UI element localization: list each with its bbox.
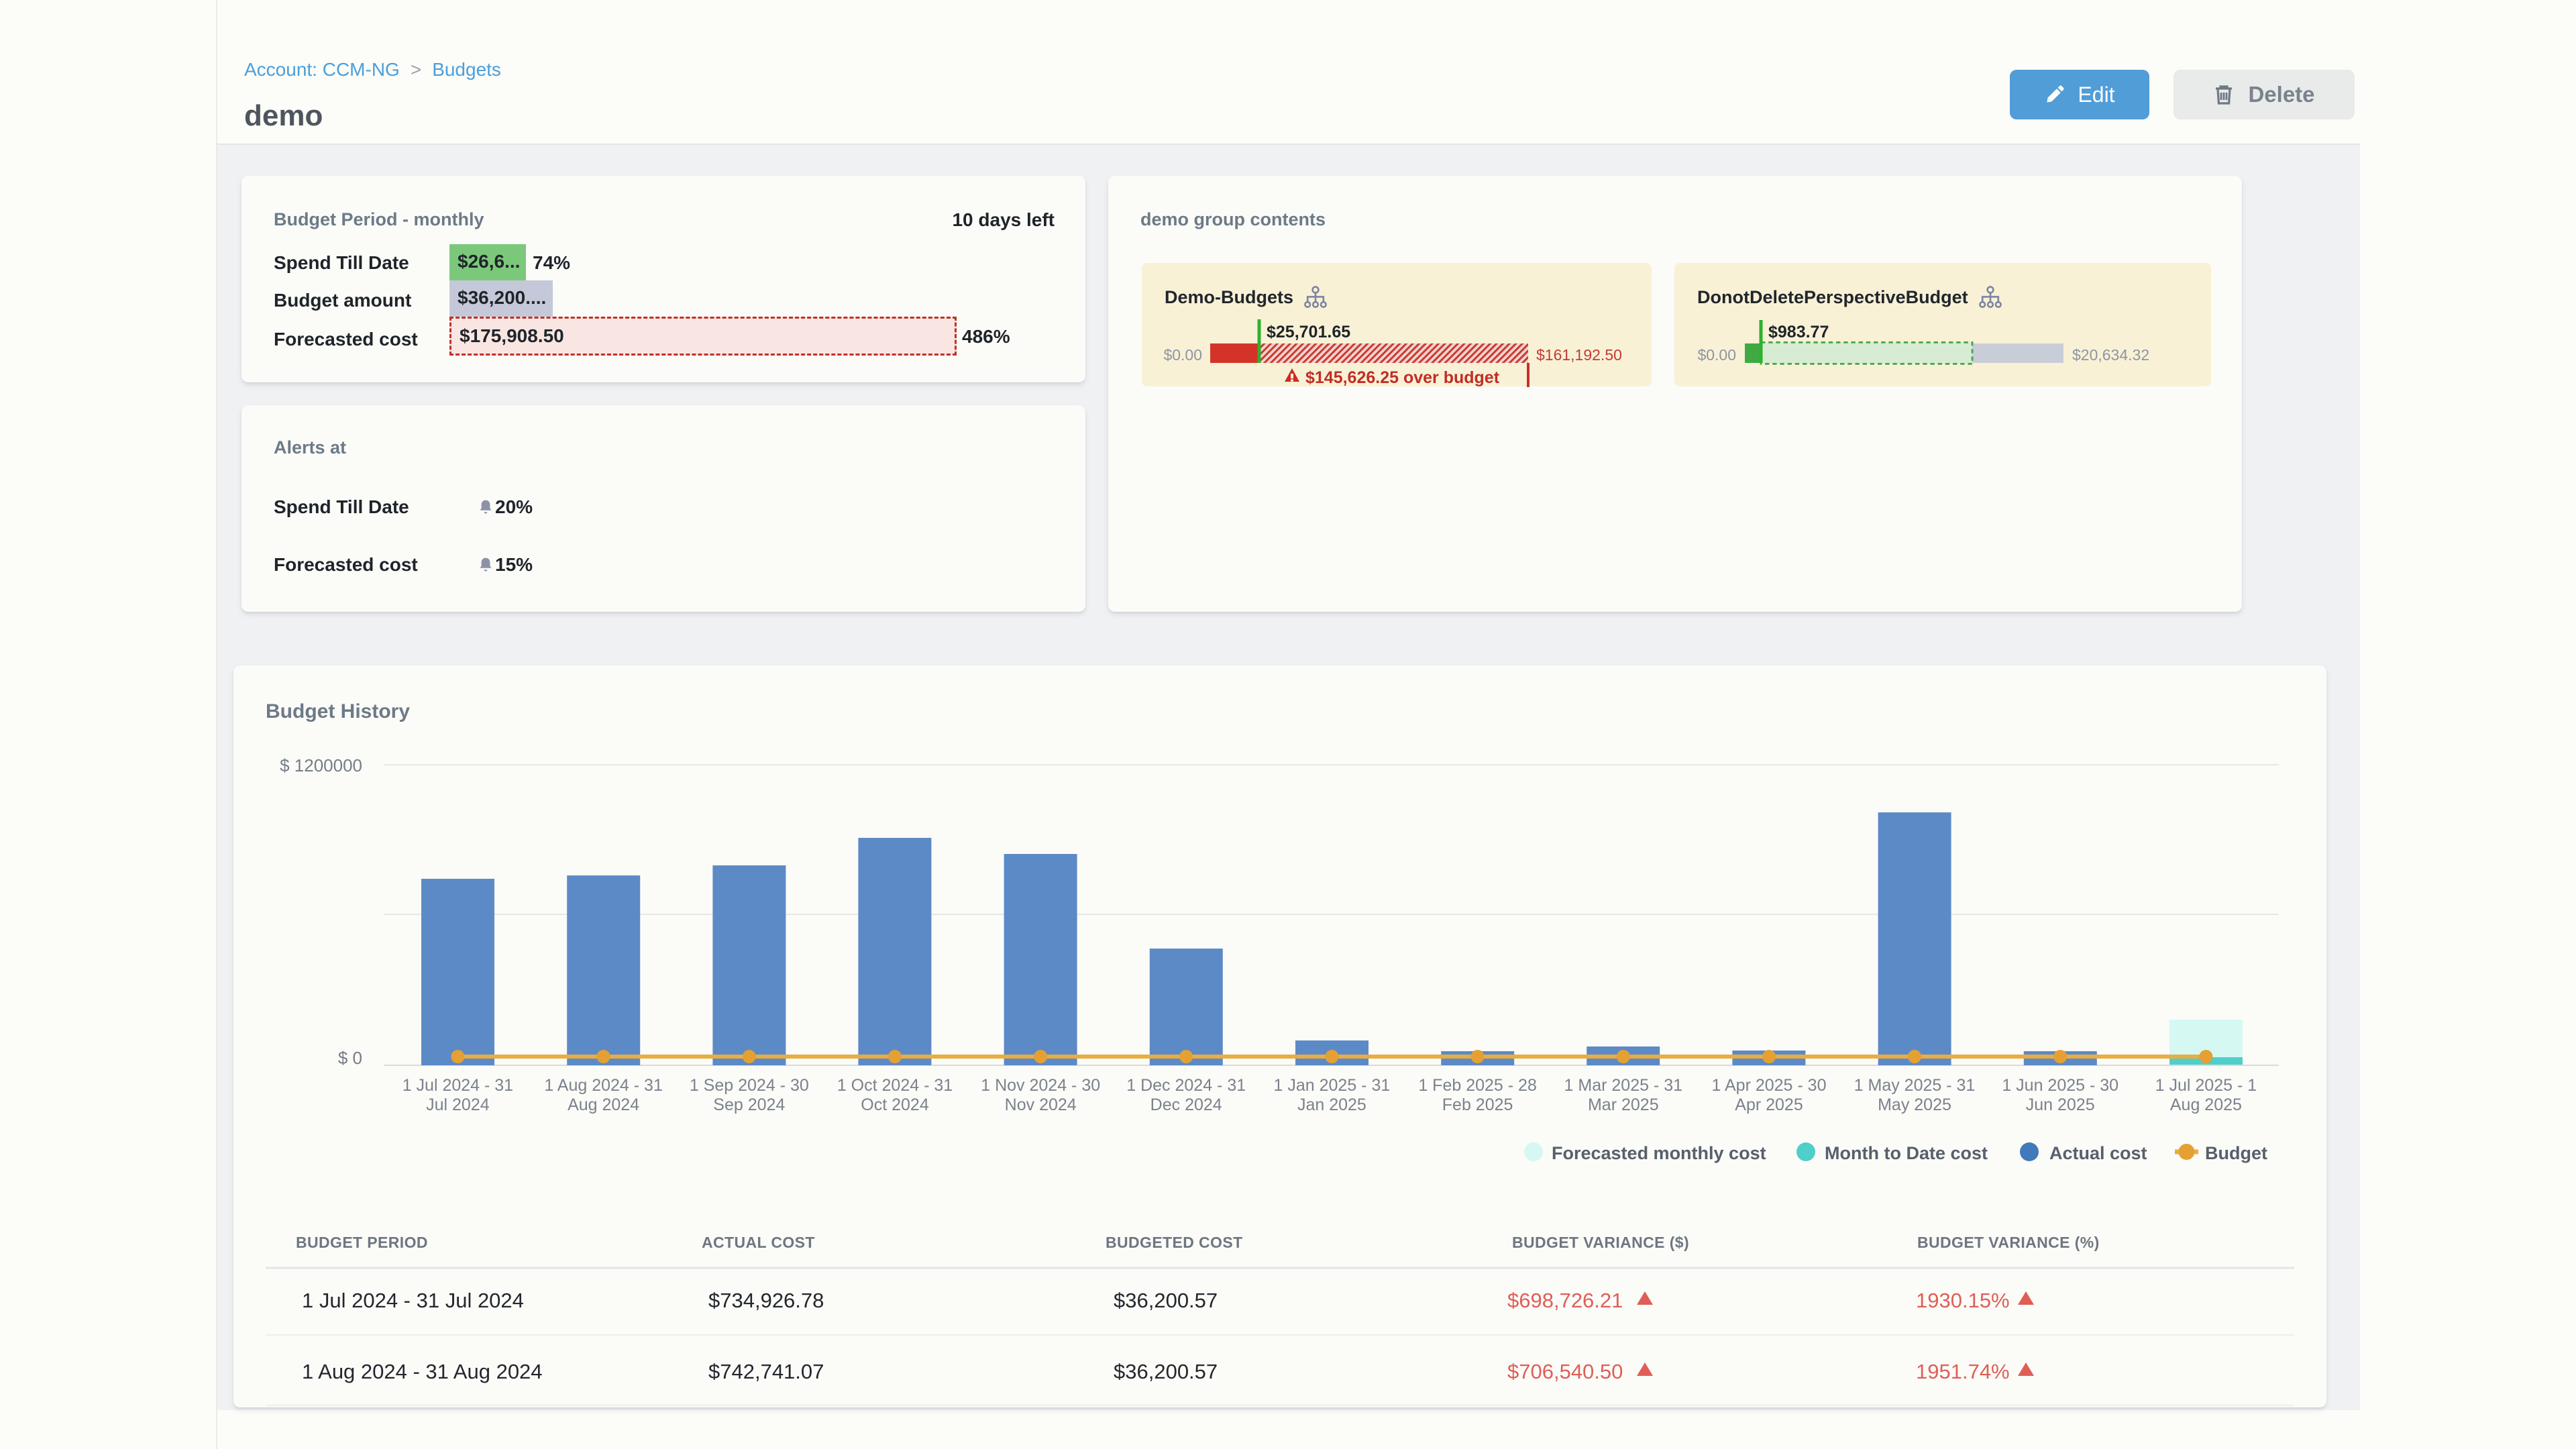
svg-text:$36,200.57: $36,200.57 — [1114, 1360, 1218, 1383]
svg-text:Actual cost: Actual cost — [2049, 1143, 2147, 1163]
svg-text:Jun 2025: Jun 2025 — [2026, 1095, 2095, 1114]
svg-text:1 Mar 2025 - 31: 1 Mar 2025 - 31 — [1564, 1076, 1683, 1095]
svg-text:Budget: Budget — [2205, 1143, 2267, 1163]
svg-text:$20,634.32: $20,634.32 — [2072, 346, 2149, 364]
svg-text:BUDGET VARIANCE (%): BUDGET VARIANCE (%) — [1917, 1234, 2100, 1251]
svg-text:1 Jul 2024 - 31: 1 Jul 2024 - 31 — [402, 1076, 513, 1095]
svg-text:Oct 2024: Oct 2024 — [861, 1095, 929, 1114]
svg-text:BUDGET VARIANCE ($): BUDGET VARIANCE ($) — [1512, 1234, 1689, 1251]
svg-text:Month to Date cost: Month to Date cost — [1825, 1143, 1988, 1163]
svg-text:$734,926.78: $734,926.78 — [708, 1289, 824, 1312]
svg-text:$0.00: $0.00 — [1163, 346, 1202, 364]
svg-text:$742,741.07: $742,741.07 — [708, 1360, 824, 1383]
svg-text:Aug 2025: Aug 2025 — [2170, 1095, 2242, 1114]
svg-text:1 Jun 2025 - 30: 1 Jun 2025 - 30 — [2002, 1076, 2118, 1095]
svg-text:1 Nov 2024 - 30: 1 Nov 2024 - 30 — [981, 1076, 1100, 1095]
svg-text:May 2025: May 2025 — [1878, 1095, 1951, 1114]
svg-text:Aug 2024: Aug 2024 — [568, 1095, 639, 1114]
svg-text:Jan 2025: Jan 2025 — [1297, 1095, 1366, 1114]
svg-text:$25,701.65: $25,701.65 — [1267, 323, 1350, 341]
svg-text:$36,200.57: $36,200.57 — [1114, 1289, 1218, 1312]
svg-text:Apr 2025: Apr 2025 — [1735, 1095, 1803, 1114]
svg-text:$161,192.50: $161,192.50 — [1536, 346, 1622, 364]
svg-text:1 Aug 2024 - 31 Aug 2024: 1 Aug 2024 - 31 Aug 2024 — [302, 1360, 543, 1383]
svg-text:1 Feb 2025 - 28: 1 Feb 2025 - 28 — [1418, 1076, 1537, 1095]
svg-text:$983.77: $983.77 — [1768, 323, 1829, 341]
svg-text:1 Jan 2025 - 31: 1 Jan 2025 - 31 — [1274, 1076, 1391, 1095]
svg-text:Feb 2025: Feb 2025 — [1442, 1095, 1513, 1114]
svg-text:Dec 2024: Dec 2024 — [1150, 1095, 1222, 1114]
svg-text:Mar 2025: Mar 2025 — [1588, 1095, 1659, 1114]
svg-text:$ 1200000: $ 1200000 — [280, 755, 362, 775]
svg-text:1 Jul 2024 - 31 Jul 2024: 1 Jul 2024 - 31 Jul 2024 — [302, 1289, 524, 1312]
svg-text:1 Aug 2024 - 31: 1 Aug 2024 - 31 — [544, 1076, 663, 1095]
svg-text:Jul 2024: Jul 2024 — [426, 1095, 490, 1114]
svg-text:1 Dec 2024 - 31: 1 Dec 2024 - 31 — [1126, 1076, 1246, 1095]
svg-text:1 Apr 2025 - 30: 1 Apr 2025 - 30 — [1712, 1076, 1827, 1095]
svg-text:ACTUAL COST: ACTUAL COST — [702, 1234, 815, 1251]
svg-text:1951.74%: 1951.74% — [1916, 1360, 2010, 1383]
svg-text:1 May 2025 - 31: 1 May 2025 - 31 — [1854, 1076, 1976, 1095]
svg-text:$0.00: $0.00 — [1697, 346, 1736, 364]
svg-text:1930.15%: 1930.15% — [1916, 1289, 2010, 1312]
svg-text:BUDGET PERIOD: BUDGET PERIOD — [296, 1234, 428, 1251]
svg-text:$145,626.25 over budget: $145,626.25 over budget — [1305, 368, 1500, 387]
svg-text:$ 0: $ 0 — [338, 1048, 362, 1068]
svg-text:1 Oct 2024 - 31: 1 Oct 2024 - 31 — [837, 1076, 953, 1095]
svg-text:Forecasted monthly cost: Forecasted monthly cost — [1552, 1143, 1766, 1163]
svg-text:$706,540.50: $706,540.50 — [1507, 1360, 1623, 1383]
svg-text:Sep 2024: Sep 2024 — [713, 1095, 785, 1114]
svg-text:1 Jul 2025 - 1: 1 Jul 2025 - 1 — [2155, 1076, 2257, 1095]
svg-text:Nov 2024: Nov 2024 — [1005, 1095, 1077, 1114]
svg-text:1 Sep 2024 - 30: 1 Sep 2024 - 30 — [690, 1076, 809, 1095]
svg-text:$698,726.21: $698,726.21 — [1507, 1289, 1623, 1312]
svg-text:BUDGETED COST: BUDGETED COST — [1106, 1234, 1243, 1251]
